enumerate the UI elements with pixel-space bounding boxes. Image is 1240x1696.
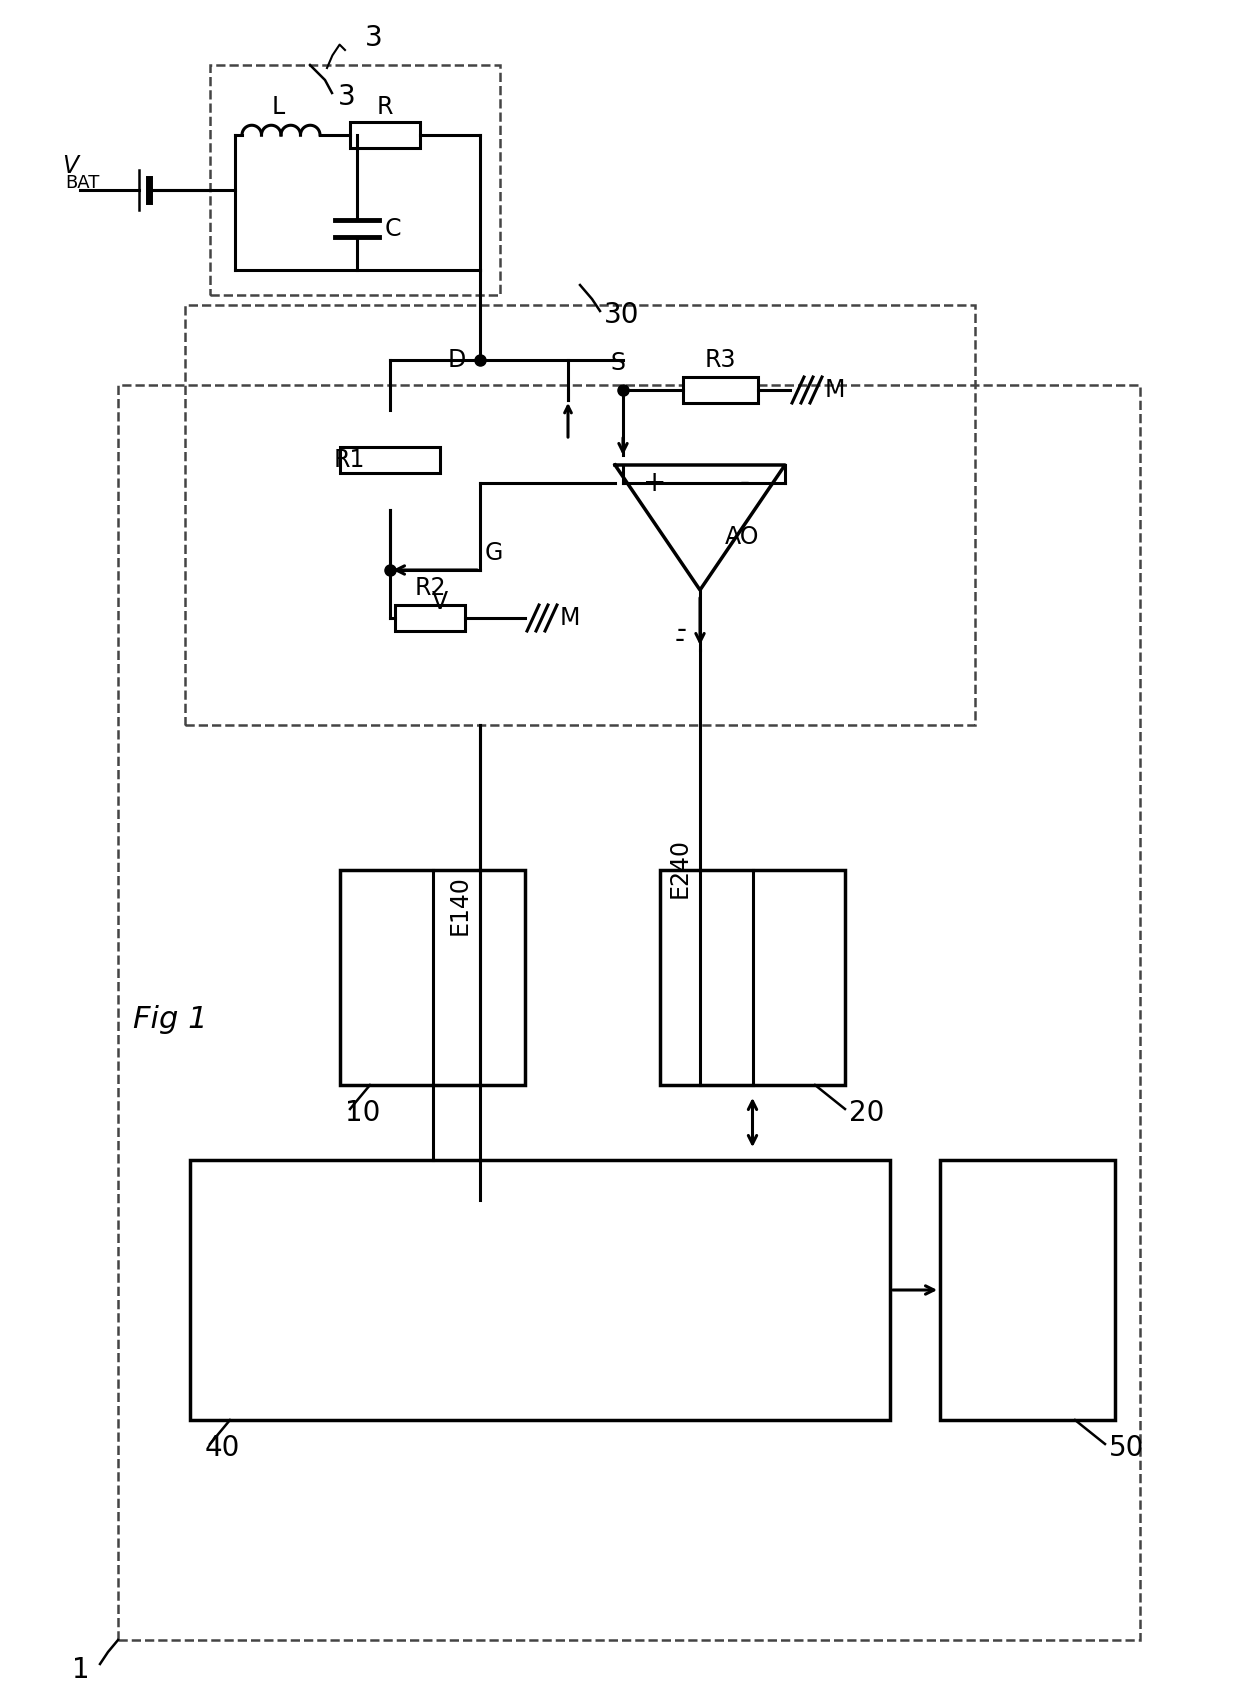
Text: AO: AO — [725, 526, 759, 550]
Text: -: - — [740, 470, 750, 497]
Bar — [210, 64, 500, 295]
Bar — [118, 385, 1140, 1640]
Text: $V$: $V$ — [62, 154, 82, 178]
Text: 10: 10 — [345, 1099, 381, 1128]
Bar — [190, 1160, 890, 1420]
Text: E240: E240 — [668, 838, 692, 897]
Text: -: - — [677, 616, 687, 644]
Text: C: C — [384, 217, 402, 241]
Text: D: D — [448, 348, 466, 371]
Text: L: L — [272, 95, 285, 119]
Bar — [660, 870, 844, 1085]
Text: 3: 3 — [365, 24, 383, 53]
Text: 1: 1 — [72, 1655, 91, 1684]
Bar — [940, 1160, 1115, 1420]
Text: M: M — [560, 605, 580, 629]
Text: Fig 1: Fig 1 — [133, 1006, 207, 1035]
Text: 30: 30 — [604, 300, 640, 329]
Text: +: + — [644, 470, 667, 497]
Text: R2: R2 — [414, 577, 445, 600]
Text: R: R — [377, 95, 393, 119]
Text: 40: 40 — [205, 1435, 241, 1462]
Bar — [682, 377, 758, 404]
Bar — [396, 605, 465, 631]
Bar — [350, 122, 420, 148]
Bar — [340, 448, 440, 473]
Text: V: V — [432, 590, 448, 614]
Text: R3: R3 — [704, 348, 735, 371]
Text: S: S — [610, 351, 625, 375]
Bar — [340, 870, 525, 1085]
Bar — [185, 305, 975, 724]
Text: -: - — [675, 626, 684, 655]
Text: 20: 20 — [849, 1099, 884, 1128]
Text: BAT: BAT — [64, 175, 99, 192]
Text: 3: 3 — [339, 83, 356, 110]
Text: R1: R1 — [334, 448, 365, 471]
Text: M: M — [825, 378, 846, 402]
Text: G: G — [485, 541, 503, 565]
Text: E140: E140 — [448, 875, 472, 934]
Text: 50: 50 — [1109, 1435, 1145, 1462]
